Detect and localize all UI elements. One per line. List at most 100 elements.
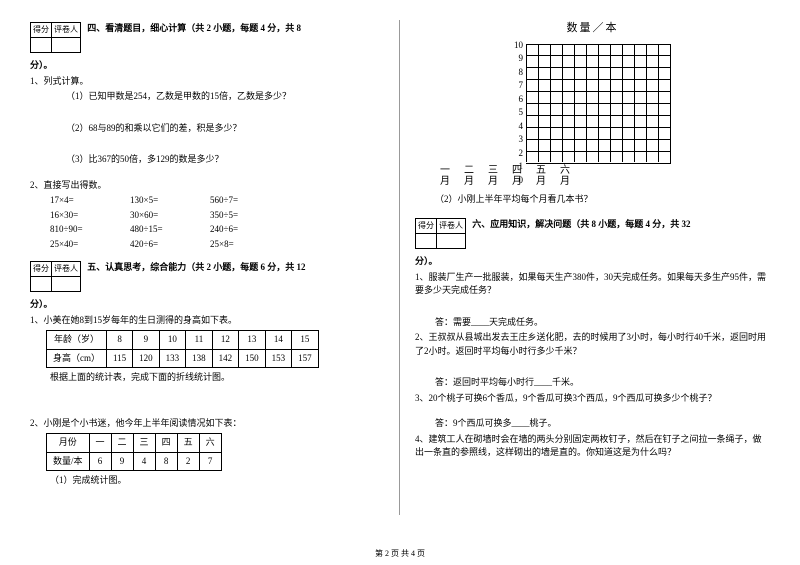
calc-grid: 17×4= 130×5= 560÷7= 16×30= 30×60= 350÷5=…	[30, 194, 384, 251]
section-6-title2: 分）。	[415, 256, 438, 266]
height-table: 年龄（岁） 8 9 10 11 12 13 14 15 身高（cm） 115 1…	[46, 330, 319, 368]
grid-wrap	[526, 44, 671, 164]
td: 9	[111, 452, 133, 471]
td: 8	[155, 452, 177, 471]
td: 数量/本	[47, 452, 90, 471]
q5-1b: 根据上面的统计表，完成下面的折线统计图。	[30, 371, 384, 385]
td: 150	[239, 349, 266, 368]
ytick: 5	[514, 106, 523, 120]
chart-title: 数量／本	[415, 20, 770, 37]
score-box: 得分评卷人	[30, 261, 81, 292]
td: 142	[212, 349, 239, 368]
score-box: 得分评卷人	[30, 22, 81, 53]
left-column: 得分评卷人 四、看清题目，细心计算（共 2 小题，每题 4 分，共 8 分）。 …	[30, 20, 400, 515]
ytick: 7	[514, 79, 523, 93]
calc-cell: 25×8=	[210, 238, 290, 252]
td: 138	[186, 349, 213, 368]
q4-1b: （2）68与89的和乘以它们的差，积是多少？	[30, 122, 384, 136]
xtick: 六月	[553, 165, 577, 187]
a6-3: 答：9个西瓜可换多____桃子。	[415, 417, 770, 431]
xtick: 五月	[529, 165, 553, 187]
th: 14	[265, 331, 292, 350]
section-4-header: 得分评卷人 四、看清题目，细心计算（共 2 小题，每题 4 分，共 8	[30, 22, 384, 53]
q6-1: 1、服装厂生产一批服装，如果每天生产380件，30天完成任务。如果每天多生产95…	[415, 271, 770, 298]
calc-cell: 30×60=	[130, 209, 210, 223]
th: 15	[292, 331, 319, 350]
calc-cell: 480÷15=	[130, 223, 210, 237]
ytick: 6	[514, 93, 523, 107]
a6-1: 答：需要____天完成任务。	[415, 316, 770, 330]
calc-cell: 130×5=	[130, 194, 210, 208]
td: 120	[133, 349, 160, 368]
reviewer-cell	[52, 38, 81, 53]
xtick: 一月	[433, 165, 457, 187]
table-row: 身高（cm） 115 120 133 138 142 150 153 157	[47, 349, 319, 368]
td: 身高（cm）	[47, 349, 107, 368]
chart-body: 10 9 8 7 6 5 4 3 2 1 0	[514, 44, 671, 164]
td: 6	[89, 452, 111, 471]
section-6-title: 六、应用知识，解决问题（共 8 小题，每题 4 分，共 32	[472, 219, 690, 229]
th: 六	[199, 434, 221, 453]
xtick: 三月	[481, 165, 505, 187]
q6-2: 2、王叔叔从县城出发去王庄乡送化肥，去的时候用了3小时，每小时行40千米，返回时…	[415, 331, 770, 358]
q5-2a: （1）完成统计图。	[30, 474, 384, 488]
reviewer-label: 评卷人	[52, 23, 81, 38]
q4-1c: （3）比367的50倍，多129的数是多少？	[30, 153, 384, 167]
calc-cell: 17×4=	[50, 194, 130, 208]
th: 9	[133, 331, 160, 350]
calc-cell: 350÷5=	[210, 209, 290, 223]
th: 13	[239, 331, 266, 350]
q4-1: 1、列式计算。	[30, 75, 384, 89]
section-5-header: 得分评卷人 五、认真思考，综合能力（共 2 小题，每题 6 分，共 12	[30, 261, 384, 292]
td: 153	[265, 349, 292, 368]
score-label: 得分	[31, 23, 52, 38]
ytick: 9	[514, 52, 523, 66]
th: 年龄（岁）	[47, 331, 107, 350]
td: 157	[292, 349, 319, 368]
q5-2: 2、小刚是个小书迷，他今年上半年阅读情况如下表：	[30, 417, 384, 431]
score-cell	[31, 38, 52, 53]
score-cell	[31, 277, 52, 292]
calc-cell: 25×40=	[50, 238, 130, 252]
y-axis: 10 9 8 7 6 5 4 3 2 1 0	[514, 39, 526, 159]
td: 115	[107, 349, 133, 368]
th: 8	[107, 331, 133, 350]
q5-1: 1、小美在她8到15岁每年的生日测得的身高如下表。	[30, 314, 384, 328]
xtick: 二月	[457, 165, 481, 187]
th: 三	[133, 434, 155, 453]
ytick: 10	[514, 39, 523, 53]
section-4-title2: 分）。	[30, 60, 53, 70]
q6-3: 3、20个桃子可换6个香瓜，9个香瓜可换3个西瓜，9个西瓜可换多少个桃子？	[415, 392, 770, 406]
section-6-header: 得分评卷人 六、应用知识，解决问题（共 8 小题，每题 4 分，共 32	[415, 218, 770, 249]
th: 12	[212, 331, 239, 350]
page: 得分评卷人 四、看清题目，细心计算（共 2 小题，每题 4 分，共 8 分）。 …	[0, 0, 800, 540]
ytick: 3	[514, 133, 523, 147]
reviewer-label: 评卷人	[52, 262, 81, 277]
td: 2	[177, 452, 199, 471]
q6-4: 4、建筑工人在砌墙时会在墙的两头分别固定两枚钉子，然后在钉子之间拉一条绳子，做出…	[415, 433, 770, 460]
section-5-title: 五、认真思考，综合能力（共 2 小题，每题 6 分，共 12	[87, 262, 305, 272]
calc-cell: 240÷6=	[210, 223, 290, 237]
chart-grid	[526, 44, 671, 164]
q4-1a: （1）已知甲数是254，乙数是甲数的15倍，乙数是多少？	[30, 90, 384, 104]
ytick: 8	[514, 66, 523, 80]
th: 10	[159, 331, 186, 350]
score-box: 得分评卷人	[415, 218, 466, 249]
reviewer-cell	[52, 277, 81, 292]
th: 五	[177, 434, 199, 453]
table-row: 数量/本 6 9 4 8 2 7	[47, 452, 222, 471]
right-q2: （2）小刚上半年平均每个月看几本书？	[415, 193, 770, 207]
x-axis: 一月 二月 三月 四月 五月 六月	[433, 165, 770, 187]
q4-2: 2、直接写出得数。	[30, 179, 384, 193]
a6-2: 答：返回时平均每小时行____千米。	[415, 376, 770, 390]
calc-cell: 16×30=	[50, 209, 130, 223]
ytick: 2	[514, 147, 523, 161]
th: 一	[89, 434, 111, 453]
calc-cell: 560÷7=	[210, 194, 290, 208]
section-5-title2: 分）。	[30, 299, 53, 309]
score-label: 得分	[31, 262, 52, 277]
td: 7	[199, 452, 221, 471]
th: 月份	[47, 434, 90, 453]
ytick: 4	[514, 120, 523, 134]
calc-cell: 810÷90=	[50, 223, 130, 237]
